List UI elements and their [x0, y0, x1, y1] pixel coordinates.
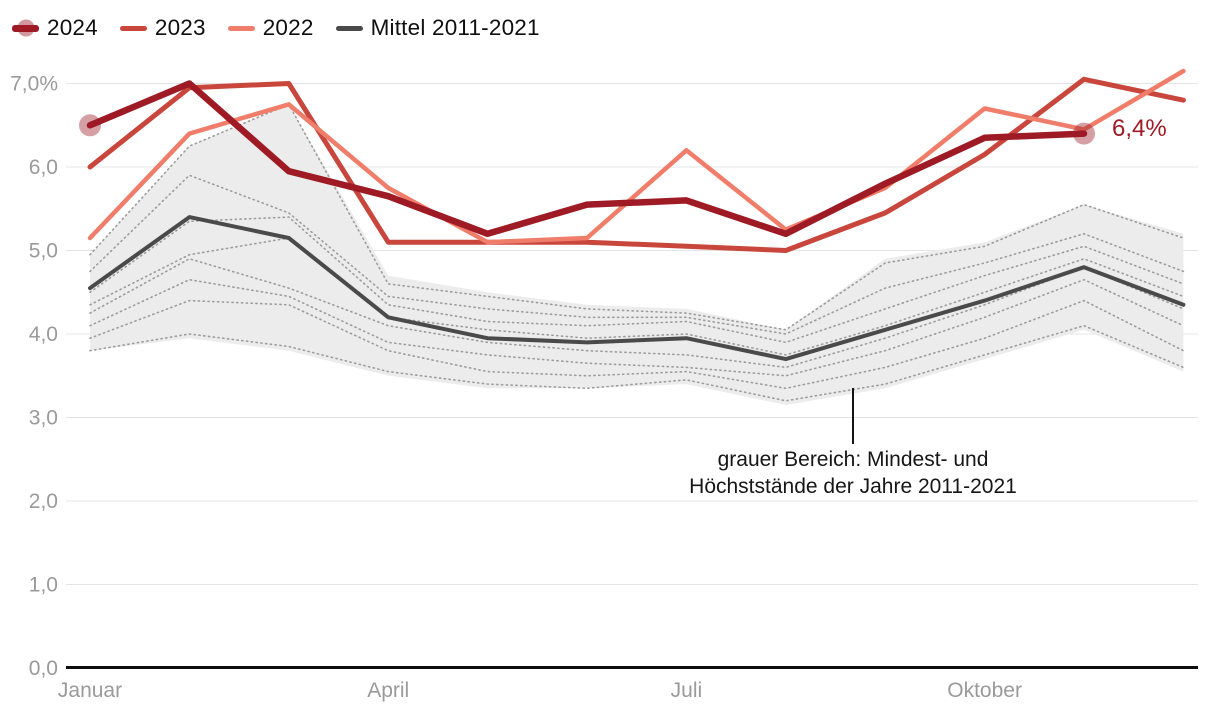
y-axis-tick-label: 5,0 [29, 240, 58, 263]
einzeljahr-dotted-line [89, 174, 1185, 335]
x-axis-tick-label: April [367, 679, 409, 702]
legend-swatch-2024 [12, 19, 39, 37]
annotation-pointer-line [852, 388, 854, 444]
x-axis-tick-label: Januar [58, 679, 122, 702]
endpoint-marker [79, 114, 101, 137]
legend-label-2024: 2024 [47, 15, 98, 40]
y-axis-tick-label: 0,0 [29, 657, 58, 680]
legend-label-2022: 2022 [262, 15, 314, 40]
legend-item-2022: 2022 [227, 15, 314, 41]
y-axis-tick-label: 4,0 [29, 323, 58, 346]
legend-swatch-mittel [335, 25, 363, 31]
legend-swatch-2023 [119, 25, 147, 31]
legend-item-2023: 2023 [119, 15, 206, 41]
legend-item-2024: 2024 [12, 15, 98, 41]
y-axis-tick-label: 1,0 [29, 574, 58, 597]
x-axis-tick-label: Oktober [947, 679, 1022, 702]
x-axis-tick-label: Juli [671, 679, 703, 702]
legend-label-2023: 2023 [154, 15, 206, 40]
series-line-mittel-2011-2021 [88, 215, 1186, 362]
einzeljahr-dotted-line [89, 216, 1185, 344]
chart-legend: 2024 2023 2022 Mittel 2011-2021 [12, 15, 540, 41]
series-line-2022 [87, 68, 1186, 245]
legend-item-mittel: Mittel 2011-2021 [335, 15, 540, 41]
y-axis-tick-label: 3,0 [29, 407, 58, 430]
series-line-2023 [87, 76, 1186, 253]
legend-label-mittel: Mittel 2011-2021 [370, 15, 540, 40]
y-axis-tick-label: 6,0 [29, 156, 58, 179]
endpoint-marker [1073, 122, 1095, 145]
minmax-band [90, 104, 1184, 406]
band-annotation: grauer Bereich: Mindest- und Höchstständ… [583, 448, 1123, 502]
series-line-2024 [86, 80, 1088, 238]
einzeljahr-dotted-line [89, 299, 1185, 390]
einzeljahr-dotted-line [89, 278, 1185, 377]
einzeljahr-dotted-line [89, 237, 1185, 356]
band-annotation-line2: Höchststände der Jahre 2011-2021 [689, 475, 1017, 499]
y-axis-tick-label: 7,0% [10, 73, 58, 96]
y-axis-tick-label: 2,0 [29, 490, 58, 513]
einzeljahr-dotted-line [89, 324, 1185, 402]
series-end-value-label: 6,4% [1112, 115, 1167, 142]
band-annotation-line1: grauer Bereich: Mindest- und [717, 448, 989, 471]
legend-marker-dot-icon [17, 19, 34, 37]
legend-swatch-2022 [227, 25, 255, 31]
